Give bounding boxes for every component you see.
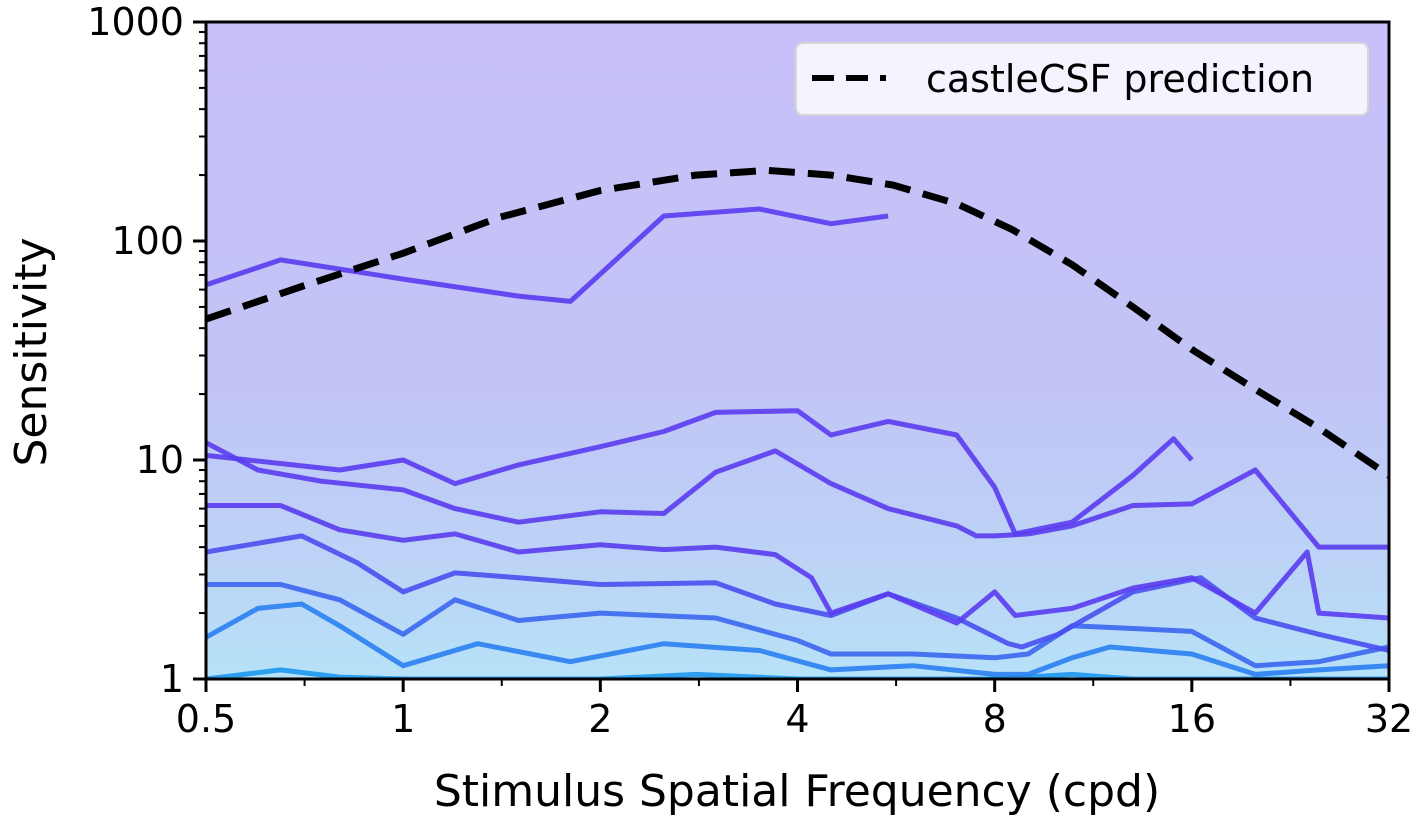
contour-line-level-3 bbox=[206, 582, 1389, 669]
x-tick-label: 4 bbox=[785, 697, 809, 741]
y-tick-label: 100 bbox=[111, 219, 184, 263]
x-axis-ticks: 0.5 1 2 4 8 16 32 bbox=[176, 679, 1413, 741]
x-tick-label: 0.5 bbox=[176, 697, 236, 741]
x-tick-label: 8 bbox=[983, 697, 1007, 741]
y-axis-ticks: 1 10 100 1000 bbox=[87, 0, 206, 701]
contour-line-level-6 bbox=[206, 440, 1389, 550]
contour-line-level-8 bbox=[206, 206, 889, 304]
x-axis-title: Stimulus Spatial Frequency (cpd) bbox=[434, 766, 1160, 817]
x-tick-label: 1 bbox=[391, 697, 415, 741]
legend: castleCSF prediction bbox=[795, 42, 1369, 116]
y-tick-label: 1000 bbox=[87, 0, 184, 44]
x-tick-label: 32 bbox=[1365, 697, 1413, 741]
series-line-castlecsf-prediction bbox=[206, 166, 1389, 479]
contour-line-level-7 bbox=[206, 408, 1194, 537]
legend-box bbox=[795, 42, 1369, 116]
prediction-series bbox=[206, 166, 1389, 479]
x-tick-label: 2 bbox=[588, 697, 612, 741]
contour-line-level-2 bbox=[206, 601, 1389, 677]
y-tick-label: 1 bbox=[160, 657, 184, 701]
x-tick-label: 16 bbox=[1168, 697, 1216, 741]
contour-line-level-5 bbox=[206, 503, 1389, 626]
legend-label-castlecsf: castleCSF prediction bbox=[926, 57, 1314, 101]
y-tick-label: 10 bbox=[136, 438, 184, 482]
y-axis-title: Sensitivity bbox=[6, 237, 57, 466]
